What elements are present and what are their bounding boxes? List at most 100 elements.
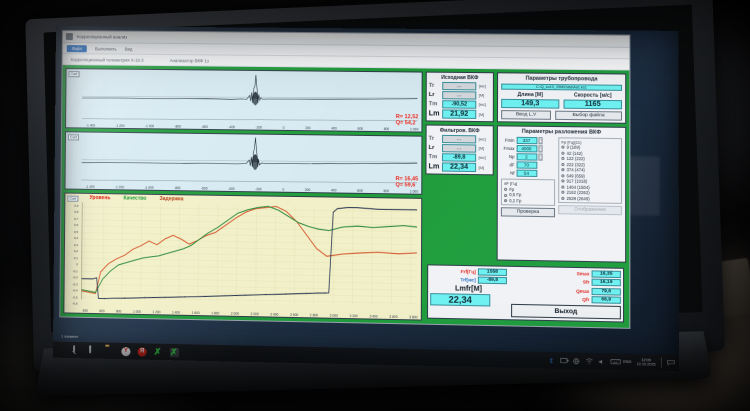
field-value[interactable]: 54 [516,169,537,178]
pipeline-length-value[interactable]: 149,3 [501,98,560,109]
wifi-icon[interactable] [585,357,592,364]
chart-original-vkf[interactable]: Corr -1 400 -1 200 -1 [65,68,423,133]
metric-value[interactable]: 79,6 [591,287,621,296]
menu-item-run[interactable]: Выполнить [95,45,117,52]
xtick: 400 [330,188,337,193]
correlator-app-icon-1[interactable]: ✗ [154,346,163,356]
field-value[interactable]: 2 [516,153,537,161]
subbar-left-text: Корреляционный телеметрия X-10.3 [70,56,144,63]
display-button[interactable]: Отображение [558,205,622,216]
chart-filtered-vkf[interactable]: Corr -1 400 -1 200 -1 [64,131,423,195]
file-explorer-icon[interactable] [105,346,114,355]
taskbar-clock[interactable]: 12:09 12.10.2025 [637,358,656,367]
results-panel: Frf[Гц] 1558 Trf[мс] -89,8 Lmfr[М] [426,263,625,323]
vkf-key: Tr [428,82,435,89]
vkf-f-value-lr[interactable]: ... [441,143,477,153]
action-center-icon[interactable] [667,359,674,366]
check-button[interactable]: Проверка [500,207,556,218]
xtick: 2 800 [309,313,319,318]
app-icon [65,33,73,41]
xtick: -400 [228,186,235,192]
search-icon[interactable] [73,344,82,354]
annotation-q: Q= 54,2 [395,119,416,127]
correlator-glyph-2: ✗ [169,346,178,357]
vkf-f-value-tr[interactable]: ... [441,134,477,143]
vkf-f-value-tm[interactable]: -89,8 [441,152,477,162]
yandex-icon[interactable]: Я [137,346,147,357]
vkf-value-tm[interactable]: -90,52 [441,99,477,109]
chart-level-quality-delay[interactable]: Corr Уровень Качество Задержка 1 0,9 0,8… [63,192,423,321]
frf-label: Frf[Гц] [460,268,476,274]
menu-item-view[interactable]: Вид [124,46,133,52]
vkf-value-lm[interactable]: 21,92 [441,108,477,119]
vkf-row: Lm 21,92 [М] [428,108,491,119]
chart-bottom-tag: Corr [67,195,79,202]
spinner-up-down-icon[interactable] [538,153,543,161]
vkf-value-tr[interactable]: ... [441,81,477,90]
xtick: 400 [82,308,88,313]
volume-icon[interactable] [598,358,605,365]
lmfr-value[interactable]: 22,34 [430,292,491,307]
metric-label: Qfr [582,296,590,303]
vkf-key: Lm [428,109,440,118]
pipeline-speed-value[interactable]: 1165 [563,98,623,109]
field-value[interactable]: 4000 [516,144,537,153]
field-value[interactable]: 337 [516,136,537,144]
field-nf: Nf 54 [501,169,555,178]
xtick: 0 [282,187,285,192]
choose-file-button[interactable]: Выбор файла [555,110,623,121]
correlator-app-icon-2[interactable]: ✗ [169,346,180,357]
xtick: -200 [255,125,263,130]
xtick: -1 200 [114,185,125,190]
annotation-q: Q= 59,6 [395,181,416,189]
spinner-up-down-icon[interactable] [538,144,543,153]
field-fmin: Fmin 337 [501,136,555,144]
frf-value[interactable]: 1558 [477,267,508,276]
exit-button[interactable]: Выход [511,303,621,320]
metric-value[interactable]: 16,19 [591,278,621,287]
metric-smax: Smax 16,35 [511,268,621,278]
vkf-row: Tm -89,8 [мс] [429,152,491,162]
xtick: -1 000 [144,124,155,129]
xtick: -800 [174,186,181,191]
field-label: Fmax [503,145,515,151]
subbar-right-text: Анализатор ВКФ 1з [169,57,209,63]
vkf-unit: [мс] [478,83,486,89]
xtick: 1 000 [410,127,419,132]
metric-value[interactable]: 66,9 [591,296,621,304]
keyboard-icon[interactable] [611,358,618,365]
vkf-f-value-lm[interactable]: 22,34 [441,161,477,172]
task-view-icon[interactable] [89,344,98,355]
trf-value[interactable]: -89,8 [477,276,507,285]
menu-file-button[interactable]: Файл [66,44,88,52]
xtick: 1 800 [211,311,220,316]
xtick: 3 800 [409,315,418,320]
pipeline-file-path[interactable]: C:\Q_ko10_25M\Data\Aa1.ks1 [501,83,623,91]
network-icon[interactable] [573,357,580,364]
fp-option[interactable]: 2539 (2649) [561,195,619,202]
xtick: 0 [282,125,285,130]
spinner-up-down-icon[interactable] [538,136,543,144]
vkf-value-lr[interactable]: ... [441,90,477,100]
field-label: Nf [510,170,515,176]
tray-language[interactable]: ENG [623,359,632,365]
metric-label: Sfr [582,279,590,285]
yandex-browser-icon[interactable]: Y [121,346,131,356]
pipeline-fields: Длина [М] 149,3 Скорость [м/с] 1165 [501,91,623,109]
application-window: Корреляционный анализ Файл Выполнить Вид… [59,30,631,329]
metric-value[interactable]: 16,35 [591,269,621,278]
xtick: -600 [201,124,208,129]
bluetooth-icon[interactable] [548,357,555,364]
input-lv-button[interactable]: Ввод L,V [501,109,552,120]
df-option-02fp[interactable]: 0,2 Fp [504,198,552,204]
desktop: Корреляционный анализ Файл Выполнить Вид… [52,26,679,372]
field-value[interactable]: 70 [516,161,537,169]
row-original-pipeline: Исходная ВКФ Tr ... [мс] Lr ... [М] [425,71,627,124]
radio-icon [561,179,565,183]
window-title: Корреляционный анализ [76,34,128,40]
results-primary: Frf[Гц] 1558 Trf[мс] -89,8 Lmfr[М] [430,267,508,317]
battery-icon[interactable] [560,357,569,364]
start-button[interactable] [57,345,66,354]
xtick: -800 [174,124,182,129]
